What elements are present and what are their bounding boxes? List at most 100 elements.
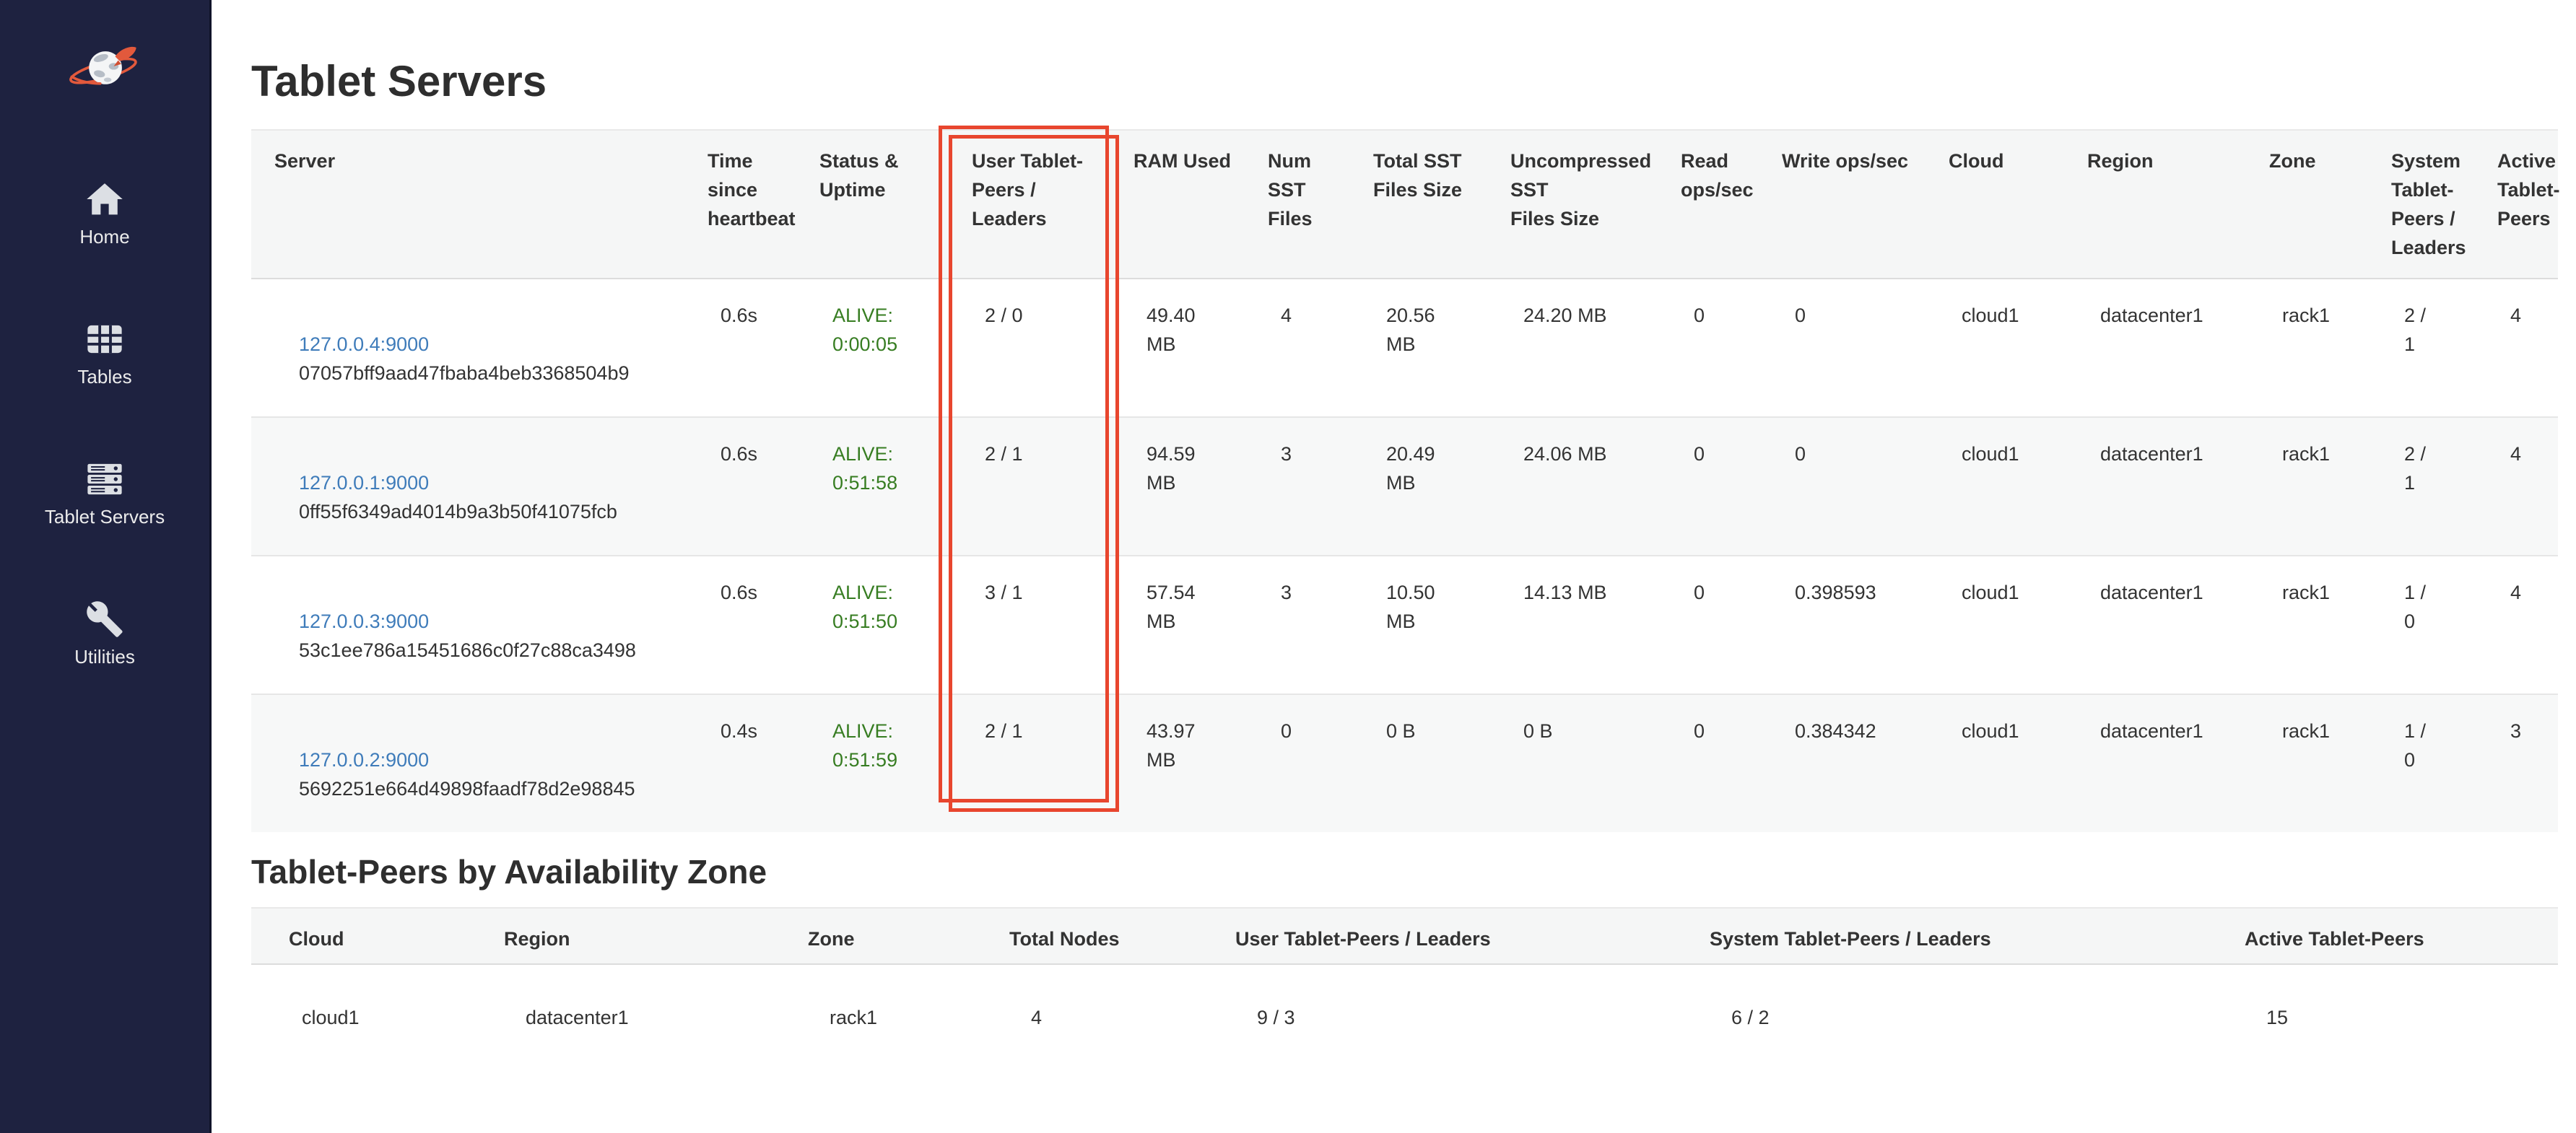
- server-uuid: 07057bff9aad47fbaba4beb3368504b9: [299, 362, 630, 384]
- az-col-cloud: Cloud: [251, 907, 482, 965]
- az-col-total-nodes: Total Nodes: [988, 907, 1214, 965]
- server-link[interactable]: 127.0.0.3:9000: [299, 611, 430, 632]
- region-cell: datacenter1: [2066, 416, 2248, 556]
- sidebar-item-tablet-servers[interactable]: Tablet Servers: [0, 459, 209, 528]
- col-header-status: Status & Uptime: [798, 129, 950, 279]
- write-ops-cell: 0: [1795, 305, 1806, 326]
- status-cell: ALIVE: 0:51:58: [798, 416, 950, 556]
- az-col-region: Region: [482, 907, 786, 965]
- table-row: 127.0.0.1:9000 0ff55f6349ad4014b9a3b50f4…: [251, 416, 2558, 556]
- read-ops-cell: 0: [1659, 694, 1760, 832]
- heartbeat-cell: 0.6s: [686, 555, 798, 694]
- az-table-row: cloud1 datacenter1 rack1 4 9 / 3 6 / 2 1…: [251, 963, 2558, 1064]
- active-peers-cell: 4: [2476, 416, 2558, 556]
- col-header-region: Region: [2066, 129, 2248, 279]
- sidebar-item-label: Utilities: [74, 646, 135, 668]
- sidebar-item-home[interactable]: Home: [0, 179, 209, 248]
- sidebar-item-label: Tables: [77, 366, 132, 388]
- az-col-active-peers: Active Tablet-Peers: [2223, 907, 2558, 965]
- ram-cell: 43.97 MB: [1112, 694, 1246, 832]
- sst-size-cell: 10.50 MB: [1352, 555, 1489, 694]
- cloud-cell: cloud1: [1927, 555, 2066, 694]
- cloud-cell: cloud1: [1927, 694, 2066, 832]
- region-cell: datacenter1: [2100, 305, 2203, 326]
- read-ops-cell: 0: [1659, 416, 1760, 556]
- az-user-peers-cell: 9 / 3: [1214, 963, 1688, 1064]
- az-cloud-cell: cloud1: [251, 963, 482, 1064]
- server-cell: 127.0.0.1:9000 0ff55f6349ad4014b9a3b50f4…: [251, 416, 686, 556]
- sidebar: Home Tables: [0, 0, 212, 1133]
- ram-cell: 49.40 MB: [1146, 305, 1196, 355]
- col-header-heartbeat: Time since heartbeat: [686, 129, 798, 279]
- num-sst-cell: 0: [1246, 694, 1352, 832]
- planet-rocket-logo-icon: [66, 43, 144, 97]
- uncompressed-sst-cell: 14.13 MB: [1489, 555, 1659, 694]
- uncompressed-sst-cell: 24.06 MB: [1489, 416, 1659, 556]
- col-header-server: Server: [251, 129, 686, 279]
- az-region-cell: datacenter1: [482, 963, 786, 1064]
- availability-zone-table: Cloud Region Zone Total Nodes User Table…: [251, 907, 2558, 1064]
- col-header-sst-size: Total SST Files Size: [1352, 129, 1489, 279]
- col-header-read-ops: Read ops/sec: [1659, 129, 1760, 279]
- col-header-write-ops: Write ops/sec: [1760, 129, 1927, 279]
- server-link[interactable]: 127.0.0.4:9000: [299, 333, 430, 355]
- user-peers-cell: 2 / 1: [950, 694, 1112, 832]
- zone-cell: rack1: [2248, 694, 2370, 832]
- server-cell: 127.0.0.2:9000 5692251e664d49898faadf78d…: [251, 694, 686, 832]
- region-cell: datacenter1: [2066, 555, 2248, 694]
- system-peers-cell: 1 / 0: [2370, 694, 2476, 832]
- num-sst-cell: 3: [1246, 555, 1352, 694]
- active-peers-cell: 4: [2510, 305, 2522, 326]
- status-cell: ALIVE: 0:00:05: [832, 305, 898, 355]
- server-stack-icon: [84, 459, 125, 499]
- active-peers-cell: 3: [2476, 694, 2558, 832]
- az-active-peers-cell: 15: [2223, 963, 2558, 1064]
- sidebar-item-tables[interactable]: Tables: [0, 319, 209, 388]
- sidebar-item-utilities[interactable]: Utilities: [0, 599, 209, 668]
- servers-header-row: Server Time since heartbeat Status & Upt…: [251, 129, 2560, 279]
- active-peers-cell: 4: [2476, 555, 2558, 694]
- az-col-user-peers: User Tablet-Peers / Leaders: [1214, 907, 1688, 965]
- server-uuid: 0ff55f6349ad4014b9a3b50f41075fcb: [299, 501, 617, 522]
- zone-cell: rack1: [2282, 305, 2331, 326]
- az-total-nodes-cell: 4: [988, 963, 1214, 1064]
- col-header-uncompressed-sst: Uncompressed SST Files Size: [1489, 129, 1659, 279]
- col-header-num-sst: Num SST Files: [1246, 129, 1352, 279]
- col-header-ram: RAM Used: [1112, 129, 1246, 279]
- page-title: Tablet Servers: [251, 57, 547, 105]
- tables-grid-icon: [84, 319, 125, 359]
- uncompressed-sst-cell: 0 B: [1489, 694, 1659, 832]
- server-uuid: 53c1ee786a15451686c0f27c88ca3498: [299, 639, 636, 661]
- sidebar-nav: Home Tables: [0, 179, 209, 739]
- server-uuid: 5692251e664d49898faadf78d2e98845: [299, 778, 635, 800]
- sst-size-cell: 20.49 MB: [1352, 416, 1489, 556]
- yugabytedb-logo[interactable]: [65, 42, 144, 98]
- col-header-active-peers: Active Tablet- Peers: [2476, 129, 2560, 279]
- ram-cell: 94.59 MB: [1112, 416, 1246, 556]
- sst-size-cell: 20.56 MB: [1386, 305, 1435, 355]
- user-peers-cell: 2 / 0: [985, 305, 1023, 326]
- uncompressed-sst-cell: 24.20 MB: [1523, 305, 1607, 326]
- server-link[interactable]: 127.0.0.2:9000: [299, 749, 430, 771]
- ram-cell: 57.54 MB: [1112, 555, 1246, 694]
- zone-cell: rack1: [2248, 555, 2370, 694]
- system-peers-cell: 2 / 1: [2404, 305, 2427, 355]
- user-peers-cell: 2 / 1: [950, 416, 1112, 556]
- read-ops-cell: 0: [1694, 305, 1705, 326]
- status-cell: ALIVE: 0:51:50: [798, 555, 950, 694]
- tablet-servers-table: Server Time since heartbeat Status & Upt…: [251, 129, 2560, 832]
- zone-cell: rack1: [2248, 416, 2370, 556]
- write-ops-cell: 0: [1760, 416, 1927, 556]
- az-col-zone: Zone: [786, 907, 988, 965]
- az-system-peers-cell: 6 / 2: [1688, 963, 2223, 1064]
- server-link[interactable]: 127.0.0.1:9000: [299, 472, 430, 494]
- cloud-cell: cloud1: [1962, 305, 2019, 326]
- heartbeat-cell: 0.6s: [686, 416, 798, 556]
- num-sst-cell: 3: [1246, 416, 1352, 556]
- az-header-row: Cloud Region Zone Total Nodes User Table…: [251, 907, 2558, 965]
- write-ops-cell: 0.384342: [1760, 694, 1927, 832]
- sidebar-item-label: Home: [79, 226, 130, 248]
- table-row: 127.0.0.2:9000 5692251e664d49898faadf78d…: [251, 694, 2558, 832]
- main-content: Tablet Servers Server Time since heartbe…: [212, 0, 2576, 1133]
